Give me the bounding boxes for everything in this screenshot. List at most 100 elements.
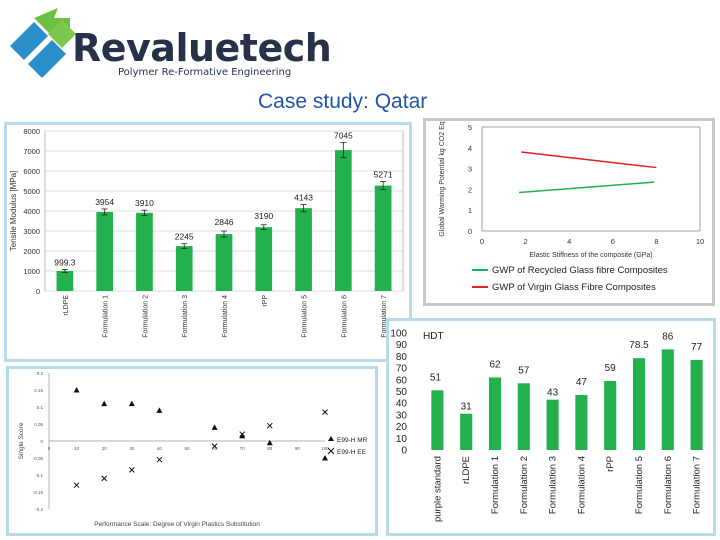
- y-axis-label: Global Warming Potential kg CO2 Eq: [439, 121, 446, 236]
- y-tick-label: 20: [396, 422, 408, 433]
- revaluetech-logo: [10, 8, 76, 78]
- tensile-bar: [295, 208, 312, 291]
- x-tick-label: Formulation 2: [142, 295, 149, 338]
- x-tick-label: Formulation 4: [576, 456, 587, 514]
- tensile-bar: [374, 185, 392, 291]
- hdt-bar: [661, 349, 674, 450]
- tensile-bar: [56, 271, 74, 291]
- hdt-bar: [546, 399, 559, 450]
- y-tick-label: 0: [40, 439, 43, 444]
- y-tick-label: 5: [468, 123, 472, 132]
- tensile-bar: [334, 150, 352, 291]
- triangle-marker: [156, 407, 163, 413]
- x-tick-label: Formulation 6: [341, 295, 348, 338]
- data-label: 2846: [215, 217, 234, 227]
- tensile-bar: [136, 212, 153, 291]
- hdt-bar: [604, 380, 617, 450]
- x-tick-label: rPP: [262, 295, 269, 307]
- y-tick-label: 0.15: [34, 388, 43, 393]
- hdt-bar: [575, 395, 588, 450]
- triangle-marker: [266, 439, 273, 446]
- x-tick-label: Formulation 7: [692, 456, 703, 514]
- y-axis-label: Tensile Modulus [MPa]: [9, 171, 18, 251]
- x-tick-label: 100: [321, 446, 329, 451]
- y-tick-label: 0.05: [34, 422, 43, 427]
- legend-label: E99-H EE: [337, 449, 367, 456]
- legend-triangle-marker: [328, 436, 334, 441]
- triangle-marker: [101, 400, 108, 407]
- x-marker: [211, 443, 218, 449]
- hdt-bar: [488, 377, 502, 450]
- score-chart-frame: [6, 366, 378, 536]
- y-tick-label: 0.1: [37, 405, 44, 410]
- data-label: 7045: [334, 131, 353, 141]
- y-tick-label: 0: [36, 287, 40, 296]
- x-marker: [239, 431, 246, 438]
- x-marker: [73, 482, 80, 489]
- hdt-bar: [431, 390, 444, 450]
- x-tick-label: 8: [654, 237, 658, 246]
- x-marker: [266, 422, 273, 429]
- data-label: 59: [605, 363, 617, 374]
- y-tick-label: 40: [396, 399, 408, 410]
- x-tick-label: 90: [295, 446, 301, 451]
- x-tick-label: Formulation 7: [381, 295, 388, 338]
- legend-label: E99-H MR: [337, 437, 368, 444]
- x-tick-label: Formulation 1: [490, 456, 501, 514]
- y-axis-label: Single Score: [18, 422, 25, 459]
- x-marker: [101, 475, 108, 482]
- gwp-chart-frame: [423, 118, 715, 306]
- brand-name: Revaluetech: [72, 26, 332, 70]
- y-tick-label: 0.2: [37, 371, 44, 376]
- x-tick-label: Formulation 1: [103, 295, 110, 338]
- y-tick-label: 90: [396, 340, 408, 351]
- y-tick-label: 0: [468, 227, 472, 236]
- y-tick-label: 8000: [23, 127, 40, 136]
- tensile-modulus-chart: 0 1000 2000 3000 4000 5000 6000 7000 8000 Tensile…: [9, 127, 404, 338]
- data-label: 3910: [135, 198, 154, 208]
- tensile-bar: [255, 227, 273, 291]
- data-label: 2245: [175, 232, 194, 242]
- tensile-bar: [96, 211, 114, 291]
- legend-x-marker: [327, 447, 335, 455]
- data-label: 47: [576, 377, 588, 388]
- y-tick-label: 70: [396, 364, 408, 375]
- data-label: 4143: [294, 193, 313, 203]
- hdt-bar: [460, 413, 473, 450]
- x-tick-label: 80: [267, 446, 273, 451]
- x-marker: [128, 467, 135, 473]
- triangle-marker: [128, 400, 135, 407]
- y-tick-label: 60: [396, 375, 408, 386]
- y-tick-label: -0.05: [33, 456, 44, 461]
- y-tick-label: 6000: [23, 167, 40, 176]
- y-tick-label: -0.15: [33, 490, 44, 495]
- y-tick-label: 5000: [23, 187, 40, 196]
- chart-title: HDT: [423, 331, 444, 342]
- triangle-marker: [211, 424, 218, 430]
- data-label: 999.3: [54, 257, 76, 267]
- data-label: 31: [461, 402, 473, 413]
- x-tick-label: Formulation 3: [548, 456, 559, 514]
- tensile-bar: [215, 234, 233, 291]
- legend-label: GWP of Virgin Glass Fibre Composites: [492, 282, 656, 293]
- y-tick-label: 3: [468, 165, 472, 174]
- y-tick-label: 1: [468, 206, 472, 215]
- x-tick-label: 30: [129, 446, 135, 451]
- x-tick-label: 4: [567, 237, 571, 246]
- x-tick-label: 70: [240, 446, 246, 451]
- x-tick-label: Formulation 5: [634, 456, 645, 514]
- hdt-bar: [632, 358, 646, 450]
- data-label: 43: [547, 388, 559, 399]
- slide-title: Case study: Qatar: [258, 90, 428, 113]
- x-tick-label: Formulation 4: [222, 295, 229, 338]
- x-tick-label: 20: [102, 446, 108, 451]
- x-tick-label: rLDPE: [461, 456, 472, 484]
- triangle-marker: [322, 455, 328, 461]
- single-score-chart: 0.2 0.15 0.1 0.05 0 -0.05 -0.1 -0.15 -0.2 0 10 20 30…: [18, 371, 368, 528]
- y-tick-label: 2000: [23, 247, 40, 256]
- y-tick-label: 4: [468, 144, 472, 153]
- x-tick-label: 10: [696, 237, 704, 246]
- triangle-marker: [239, 432, 246, 439]
- y-tick-label: 2: [468, 185, 472, 194]
